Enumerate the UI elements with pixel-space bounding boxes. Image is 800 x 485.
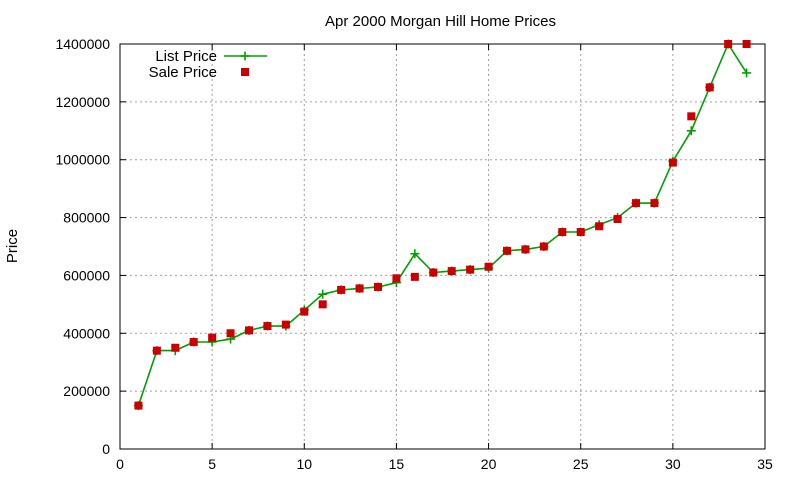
list-price-point <box>410 249 420 259</box>
sale-price-point <box>613 215 622 224</box>
y-tick-label: 400000 <box>63 325 110 341</box>
sale-price-point <box>392 274 401 283</box>
list-price-line <box>137 43 748 406</box>
x-tick-label: 30 <box>665 456 681 472</box>
sale-price-point <box>245 326 253 335</box>
sale-price-point <box>171 343 180 352</box>
y-tick-label: 0 <box>102 441 110 457</box>
legend-swatch-sale-price <box>241 68 249 76</box>
y-tick-label: 1200000 <box>55 94 110 110</box>
y-tick-label: 800000 <box>63 210 110 226</box>
legend-swatches <box>224 51 267 76</box>
sale-price-point <box>152 346 161 355</box>
sale-price-point <box>447 267 456 276</box>
x-tick-label: 35 <box>757 456 773 472</box>
sale-price-point <box>521 245 530 254</box>
sale-price-point <box>724 40 733 48</box>
legend-label-list-price: List Price <box>155 48 217 65</box>
sale-price-point <box>429 268 438 277</box>
sale-price-point <box>410 272 419 281</box>
axis-ticks <box>119 43 766 450</box>
sale-price-point <box>466 265 475 274</box>
sale-price-point <box>374 283 382 291</box>
sale-price-point <box>705 83 714 92</box>
legend: List Price Sale Price <box>149 48 267 81</box>
sale-price-point <box>263 322 272 331</box>
y-tick-label: 1000000 <box>55 152 110 168</box>
sale-price-point <box>576 228 585 237</box>
sale-price-point <box>668 158 677 167</box>
legend-label-sale-price: Sale Price <box>149 64 217 81</box>
legend-marker-list-price <box>240 51 250 61</box>
sale-price-point <box>650 199 659 208</box>
sale-price-point <box>281 320 290 329</box>
sale-price-point <box>134 401 143 410</box>
plot-area-border <box>119 43 766 450</box>
sale-price-point <box>595 222 604 231</box>
sale-price-point <box>558 228 567 237</box>
x-tick-label: 0 <box>116 456 124 472</box>
x-tick-label: 15 <box>389 456 405 472</box>
x-tick-labels: 0 5 10 15 20 25 30 35 <box>116 456 773 472</box>
sale-price-point <box>318 300 327 309</box>
sale-price-point <box>503 246 511 255</box>
list-price-point <box>686 126 696 136</box>
sale-price-point <box>208 333 217 342</box>
sale-price-point <box>539 242 548 251</box>
sale-price-point <box>189 337 198 346</box>
sale-price-point <box>484 262 493 271</box>
y-tick-label: 1400000 <box>55 36 110 52</box>
sale-price-point <box>355 284 364 293</box>
sale-price-point <box>300 307 309 316</box>
grid-lines <box>120 44 765 449</box>
list-price-point <box>742 68 752 78</box>
x-tick-label: 5 <box>208 456 216 472</box>
sale-price-point <box>337 285 346 294</box>
sale-price-point <box>632 199 640 208</box>
sale-price-point <box>742 40 751 48</box>
y-tick-label: 600000 <box>63 267 110 283</box>
sale-price-point <box>226 329 235 338</box>
x-tick-label: 10 <box>296 456 312 472</box>
sale-price-point <box>687 112 696 121</box>
data-series <box>133 39 752 411</box>
y-tick-labels: 0 200000 400000 600000 800000 1000000 1200000 1… <box>55 36 110 457</box>
chart-title: Apr 2000 Morgan Hill Home Prices <box>325 13 556 30</box>
y-axis-label: Price <box>4 229 21 263</box>
x-tick-label: 25 <box>573 456 589 472</box>
list-price-point <box>318 289 328 299</box>
y-tick-label: 200000 <box>63 383 110 399</box>
x-tick-label: 20 <box>481 456 497 472</box>
